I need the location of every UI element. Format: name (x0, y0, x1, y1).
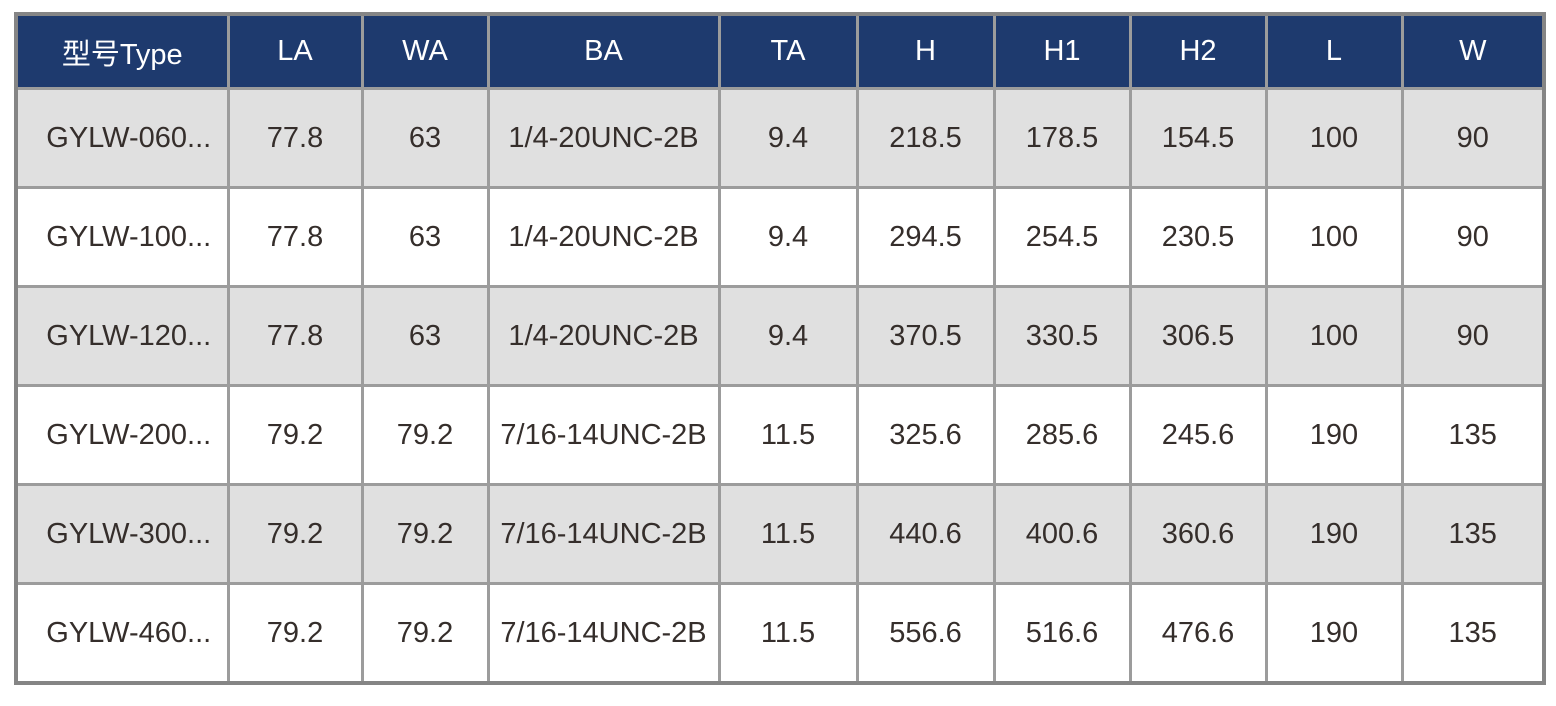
column-header-wa: WA (360, 12, 490, 90)
cell-ba: 1/4-20UNC-2B (486, 186, 721, 288)
cell-ta: 11.5 (717, 483, 859, 585)
cell-wa: 79.2 (360, 483, 490, 585)
cell-h2: 306.5 (1128, 285, 1268, 387)
spec-table-container: 型号Type LA WA BA TA H H1 H2 L W GYLW-060... 77.8 63 1… (14, 12, 1546, 685)
cell-h1: 330.5 (992, 285, 1132, 387)
cell-ta: 9.4 (717, 186, 859, 288)
cell-h: 556.6 (855, 582, 996, 685)
cell-l: 190 (1264, 483, 1404, 585)
cell-type: GYLW-460... (14, 582, 230, 685)
cell-h1: 254.5 (992, 186, 1132, 288)
table-body: GYLW-060... 77.8 63 1/4-20UNC-2B 9.4 218.5 178… (14, 87, 1546, 685)
column-header-h2: H2 (1128, 12, 1268, 90)
cell-wa: 63 (360, 87, 490, 189)
table-row: GYLW-100... 77.8 63 1/4-20UNC-2B 9.4 294.5 254… (14, 186, 1546, 288)
cell-w: 135 (1400, 384, 1546, 486)
cell-w: 90 (1400, 87, 1546, 189)
cell-ba: 7/16-14UNC-2B (486, 483, 721, 585)
cell-ta: 11.5 (717, 384, 859, 486)
column-header-la: LA (226, 12, 364, 90)
cell-h1: 285.6 (992, 384, 1132, 486)
cell-l: 100 (1264, 186, 1404, 288)
cell-h2: 230.5 (1128, 186, 1268, 288)
cell-w: 135 (1400, 582, 1546, 685)
cell-ta: 11.5 (717, 582, 859, 685)
cell-type: GYLW-200... (14, 384, 230, 486)
cell-l: 190 (1264, 384, 1404, 486)
table-row: GYLW-120... 77.8 63 1/4-20UNC-2B 9.4 370.5 330… (14, 285, 1546, 387)
cell-wa: 79.2 (360, 384, 490, 486)
cell-h2: 154.5 (1128, 87, 1268, 189)
cell-h2: 245.6 (1128, 384, 1268, 486)
cell-h: 218.5 (855, 87, 996, 189)
header-row: 型号Type LA WA BA TA H H1 H2 L W (14, 12, 1546, 90)
column-header-ba: BA (486, 12, 721, 90)
cell-h1: 178.5 (992, 87, 1132, 189)
cell-h: 440.6 (855, 483, 996, 585)
cell-type: GYLW-120... (14, 285, 230, 387)
cell-la: 77.8 (226, 87, 364, 189)
table-row: GYLW-060... 77.8 63 1/4-20UNC-2B 9.4 218.5 178… (14, 87, 1546, 189)
table-row: GYLW-200... 79.2 79.2 7/16-14UNC-2B 11.5 325.… (14, 384, 1546, 486)
cell-ta: 9.4 (717, 87, 859, 189)
cell-w: 90 (1400, 186, 1546, 288)
cell-type: GYLW-300... (14, 483, 230, 585)
cell-wa: 79.2 (360, 582, 490, 685)
cell-la: 79.2 (226, 582, 364, 685)
column-header-l: L (1264, 12, 1404, 90)
column-header-w: W (1400, 12, 1546, 90)
cell-w: 135 (1400, 483, 1546, 585)
cell-ba: 1/4-20UNC-2B (486, 285, 721, 387)
cell-w: 90 (1400, 285, 1546, 387)
cell-h: 325.6 (855, 384, 996, 486)
cell-h1: 516.6 (992, 582, 1132, 685)
cell-wa: 63 (360, 285, 490, 387)
column-header-h: H (855, 12, 996, 90)
column-header-type: 型号Type (14, 12, 230, 90)
cell-ba: 1/4-20UNC-2B (486, 87, 721, 189)
cell-la: 77.8 (226, 186, 364, 288)
cell-h: 294.5 (855, 186, 996, 288)
cell-ba: 7/16-14UNC-2B (486, 582, 721, 685)
table-row: GYLW-460... 79.2 79.2 7/16-14UNC-2B 11.5 556.… (14, 582, 1546, 685)
cell-h: 370.5 (855, 285, 996, 387)
cell-h1: 400.6 (992, 483, 1132, 585)
cell-la: 79.2 (226, 483, 364, 585)
cell-l: 100 (1264, 285, 1404, 387)
spec-table: 型号Type LA WA BA TA H H1 H2 L W GYLW-060... 77.8 63 1… (14, 12, 1546, 685)
cell-type: GYLW-100... (14, 186, 230, 288)
cell-ta: 9.4 (717, 285, 859, 387)
cell-h2: 476.6 (1128, 582, 1268, 685)
column-header-ta: TA (717, 12, 859, 90)
cell-l: 190 (1264, 582, 1404, 685)
column-header-h1: H1 (992, 12, 1132, 90)
cell-l: 100 (1264, 87, 1404, 189)
cell-h2: 360.6 (1128, 483, 1268, 585)
cell-ba: 7/16-14UNC-2B (486, 384, 721, 486)
cell-wa: 63 (360, 186, 490, 288)
cell-la: 79.2 (226, 384, 364, 486)
table-row: GYLW-300... 79.2 79.2 7/16-14UNC-2B 11.5 440.… (14, 483, 1546, 585)
table-head: 型号Type LA WA BA TA H H1 H2 L W (14, 12, 1546, 90)
cell-type: GYLW-060... (14, 87, 230, 189)
cell-la: 77.8 (226, 285, 364, 387)
